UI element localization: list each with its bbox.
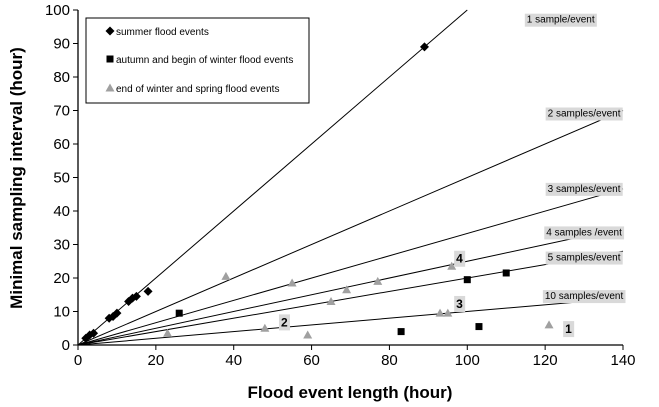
label-2-samples-event-box [545, 107, 623, 121]
annotation-2-box [278, 314, 290, 331]
square-point-3 [475, 323, 483, 331]
annotation-1-box [563, 321, 575, 338]
line-labels: 1 sample/event 2 samples/event 3 samples/e… [278, 13, 626, 338]
triangle-point-11 [544, 320, 554, 329]
x-tick-100: 100 [455, 352, 480, 369]
x-tick-20: 20 [148, 352, 165, 369]
x-axis-title: Flood event length (hour) [248, 383, 453, 402]
y-tick-30: 30 [53, 237, 70, 254]
x-tick-60: 60 [303, 352, 320, 369]
reference-lines [77, 9, 624, 346]
label-1-sample-event-text: 1 sample/event [527, 15, 595, 26]
label-4-samples-event-box [544, 226, 625, 240]
triangle-point-3 [287, 278, 297, 287]
annotation-2: 2 [278, 314, 290, 331]
triangle-point-9 [443, 308, 453, 317]
triangle-point-4 [303, 330, 313, 339]
label-3-samples-event: 3 samples/event [545, 182, 623, 196]
label-5-samples-event: 5 samples/event [545, 251, 623, 265]
label-10-samples-event: 10 samples/event [542, 290, 626, 304]
y-tick-20: 20 [53, 270, 70, 287]
y-tick-10: 10 [53, 304, 70, 321]
diamond-point-5 [112, 308, 122, 318]
legend-label-autumn-and-begin-of-winter-flood-events: autumn and begin of winter flood events [116, 55, 293, 66]
label-5-samples-event-box [545, 251, 623, 265]
label-4-samples-event: 4 samples /event [544, 226, 625, 240]
legend-label-end-of-winter-and-spring-flood-events: end of winter and spring flood events [116, 84, 279, 95]
square-point-4 [502, 269, 510, 277]
triangle-point-1 [221, 271, 231, 280]
x-tick-120: 120 [533, 352, 558, 369]
legend-marker-diamond [105, 26, 115, 36]
diamond-point-10 [419, 42, 429, 52]
x-tick-80: 80 [381, 352, 398, 369]
annotation-3: 3 [454, 295, 466, 312]
ref-line-2-samples-event [77, 110, 624, 346]
ref-line-1-sample-event [77, 9, 468, 346]
annotation-3-text: 3 [456, 297, 463, 311]
annotation-4-box [454, 250, 466, 267]
square-point-1 [397, 328, 405, 336]
legend: summer flood events autumn and begin of w… [85, 17, 310, 104]
y-tick-0: 0 [62, 337, 70, 354]
square-point-2 [463, 276, 471, 284]
legend-box [85, 17, 310, 104]
ref-line-5-samples-event [77, 250, 624, 346]
ref-line-10-samples-event [77, 297, 624, 346]
label-10-samples-event-text: 10 samples/event [545, 291, 624, 302]
x-tick-0: 0 [74, 352, 82, 369]
ref-line-3-samples-event [77, 188, 624, 346]
label-4-samples-event-text: 4 samples /event [546, 227, 622, 238]
triangle-point-5 [326, 296, 336, 305]
x-tick-140: 140 [610, 352, 635, 369]
annotation-3-box [454, 295, 466, 312]
diamond-point-9 [143, 286, 153, 296]
label-3-samples-event-text: 3 samples/event [548, 184, 621, 195]
label-2-samples-event: 2 samples/event [545, 107, 623, 121]
y-tick-60: 60 [53, 136, 70, 153]
legend-label-summer-flood-events: summer flood events [116, 27, 209, 38]
triangle-point-0 [163, 328, 173, 337]
label-3-samples-event-box [545, 182, 623, 196]
ref-line-4-samples-event [77, 227, 624, 346]
x-tick-40: 40 [225, 352, 242, 369]
y-tick-100: 100 [45, 2, 70, 19]
triangle-point-2 [260, 323, 270, 332]
label-5-samples-event-text: 5 samples/event [548, 253, 621, 264]
legend-marker-square [106, 55, 114, 63]
diamond-point-2 [89, 328, 99, 338]
annotation-1-text: 1 [565, 322, 572, 336]
y-tick-50: 50 [53, 170, 70, 187]
diamond-point-8 [131, 291, 141, 301]
triangle-point-6 [342, 285, 352, 294]
data-points [81, 42, 554, 343]
triangle-point-10 [447, 261, 457, 270]
axes: 0 20 40 60 80 100 120 140 0 10 20 30 40 50 60 70 80 90 100 [45, 2, 636, 369]
label-2-samples-event-text: 2 samples/event [548, 108, 621, 119]
triangle-point-8 [435, 308, 445, 317]
y-axis-title: Minimal sampling interval (hour) [7, 47, 26, 309]
label-1-sample-event: 1 sample/event [524, 13, 597, 27]
square-point-0 [175, 309, 183, 317]
y-tick-40: 40 [53, 203, 70, 220]
y-tick-70: 70 [53, 103, 70, 120]
annotation-1: 1 [563, 321, 575, 338]
annotation-4: 4 [454, 250, 466, 267]
annotation-4-text: 4 [456, 252, 463, 266]
label-1-sample-event-box [524, 13, 597, 27]
y-tick-90: 90 [53, 36, 70, 53]
label-10-samples-event-box [542, 290, 626, 304]
annotation-2-text: 2 [281, 315, 288, 329]
legend-marker-triangle [105, 83, 115, 92]
y-tick-80: 80 [53, 69, 70, 86]
triangle-point-7 [373, 276, 383, 285]
